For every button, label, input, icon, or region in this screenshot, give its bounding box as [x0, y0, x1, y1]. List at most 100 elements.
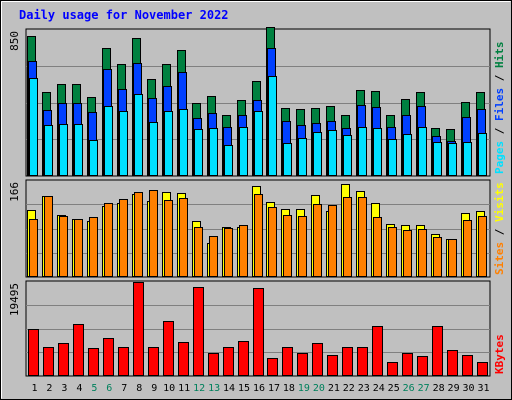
day-label-25: 25	[388, 383, 400, 394]
day-label-19: 19	[298, 383, 310, 394]
day-label-15: 15	[238, 383, 250, 394]
bar-visits-sites-day-12	[194, 227, 203, 277]
bar-usage-pages-day-2	[44, 125, 53, 176]
bar-visits-sites-day-6	[104, 203, 113, 277]
bar-visits-sites-day-3	[59, 216, 68, 277]
bar-visits-sites-day-30	[463, 220, 472, 277]
bar-usage-pages-day-7	[119, 111, 128, 176]
day-label-23: 23	[358, 383, 370, 394]
panel-usage-legend-item-3: Files	[493, 88, 506, 121]
bar-visits-sites-day-7	[119, 199, 128, 277]
day-label-16: 16	[253, 383, 265, 394]
panel-visits-legend-item-1: Sites	[493, 242, 506, 275]
panel-visits: 166 Sites / Visits	[8, 179, 506, 278]
panel-usage: 850 Pages / Files / Hits	[8, 27, 506, 177]
bar-kbytes-kbytes-day-30	[462, 355, 473, 376]
day-label-11: 11	[178, 383, 190, 394]
panel-usage-legend-item-5: Hits	[493, 42, 506, 69]
chart-panels: 850 Pages / Files / Hits 166 Sites / Visits…	[8, 27, 506, 377]
bar-kbytes-kbytes-day-31	[477, 362, 488, 376]
bar-visits-sites-day-27	[418, 229, 427, 277]
day-label-5: 5	[91, 383, 97, 394]
day-label-10: 10	[163, 383, 175, 394]
bar-visits-sites-day-26	[403, 230, 412, 277]
bar-visits-sites-day-11	[179, 198, 188, 277]
bar-usage-pages-day-14	[224, 145, 233, 176]
bar-kbytes-kbytes-day-5	[88, 348, 99, 376]
day-label-12: 12	[193, 383, 205, 394]
day-label-7: 7	[121, 383, 127, 394]
bar-visits-sites-day-25	[388, 227, 397, 277]
panel-visits-max-label: 166	[8, 182, 21, 202]
bar-visits-sites-day-5	[89, 217, 98, 277]
day-label-17: 17	[268, 383, 280, 394]
bar-kbytes-kbytes-day-15	[238, 341, 249, 376]
day-label-6: 6	[106, 383, 112, 394]
panel-visits-legend-item-2: /	[493, 222, 506, 242]
bar-usage-pages-day-29	[448, 143, 457, 176]
bar-usage-pages-day-3	[59, 124, 68, 176]
bar-usage-pages-day-5	[89, 140, 98, 176]
day-label-8: 8	[136, 383, 142, 394]
bar-visits-sites-day-2	[44, 196, 53, 277]
bar-usage-pages-day-26	[403, 134, 412, 176]
bar-kbytes-kbytes-day-27	[417, 356, 428, 376]
day-label-28: 28	[433, 383, 445, 394]
bar-visits-sites-day-28	[433, 237, 442, 277]
bar-usage-pages-day-9	[149, 122, 158, 176]
panel-kbytes-max-label: 19495	[8, 283, 21, 316]
bar-usage-pages-day-1	[29, 78, 38, 176]
bar-kbytes-kbytes-day-12	[193, 287, 204, 376]
day-label-3: 3	[61, 383, 67, 394]
bar-visits-sites-day-14	[224, 228, 233, 277]
bar-kbytes-kbytes-day-24	[372, 326, 383, 376]
bar-usage-pages-day-23	[358, 127, 367, 176]
bar-usage-pages-day-12	[194, 129, 203, 176]
bar-kbytes-kbytes-day-3	[58, 343, 69, 376]
bar-usage-pages-day-27	[418, 127, 427, 176]
day-label-31: 31	[477, 383, 489, 394]
bar-kbytes-kbytes-day-10	[163, 321, 174, 376]
day-label-13: 13	[208, 383, 220, 394]
bar-kbytes-kbytes-day-6	[103, 338, 114, 376]
day-label-26: 26	[403, 383, 415, 394]
bar-usage-pages-day-4	[74, 124, 83, 176]
panel-kbytes: 19495 KBytes	[8, 280, 506, 377]
day-label-1: 1	[31, 383, 37, 394]
bar-kbytes-kbytes-day-19	[297, 353, 308, 376]
bar-visits-sites-day-21	[328, 205, 337, 277]
bar-visits-sites-day-18	[283, 215, 292, 277]
bar-usage-pages-day-31	[478, 133, 487, 176]
bar-usage-pages-day-22	[343, 135, 352, 176]
bar-usage-pages-day-11	[179, 109, 188, 176]
bar-kbytes-kbytes-day-18	[282, 347, 293, 376]
panel-visits-legend-item-3: Visits	[493, 182, 506, 222]
bar-kbytes-kbytes-day-11	[178, 342, 189, 376]
panel-usage-max-label: 850	[8, 31, 21, 51]
bar-visits-sites-day-22	[343, 197, 352, 277]
bar-kbytes-kbytes-day-26	[402, 353, 413, 376]
bar-kbytes-kbytes-day-7	[118, 347, 129, 376]
bar-visits-sites-day-9	[149, 190, 158, 277]
bar-usage-pages-day-6	[104, 106, 113, 176]
bar-visits-sites-day-29	[448, 239, 457, 277]
bar-visits-sites-day-20	[313, 204, 322, 277]
bar-kbytes-kbytes-day-20	[312, 343, 323, 376]
bar-visits-sites-day-1	[29, 219, 38, 277]
chart-title: Daily usage for November 2022	[19, 8, 229, 22]
bar-visits-sites-day-10	[164, 200, 173, 277]
bar-usage-pages-day-19	[298, 138, 307, 176]
bar-usage-pages-day-25	[388, 139, 397, 176]
bar-visits-sites-day-31	[478, 216, 487, 277]
panel-usage-legend-item-2: /	[493, 121, 506, 141]
day-label-2: 2	[46, 383, 52, 394]
day-axis-labels: 1 2 3 4 5 6 7 8 9 10 11 12 13 14 15 16 17 18 19 20 21 22 23 24 2…	[31, 383, 489, 394]
panel-usage-legend-item-1: Pages	[493, 141, 506, 174]
panel-usage-legend-item-4: /	[493, 68, 506, 88]
panel-usage-legend: Pages / Files / Hits	[493, 42, 506, 175]
panel-kbytes-legend: KBytes	[493, 334, 506, 374]
day-label-9: 9	[151, 383, 157, 394]
bar-kbytes-kbytes-day-28	[432, 326, 443, 376]
bar-usage-pages-day-16	[254, 111, 263, 176]
